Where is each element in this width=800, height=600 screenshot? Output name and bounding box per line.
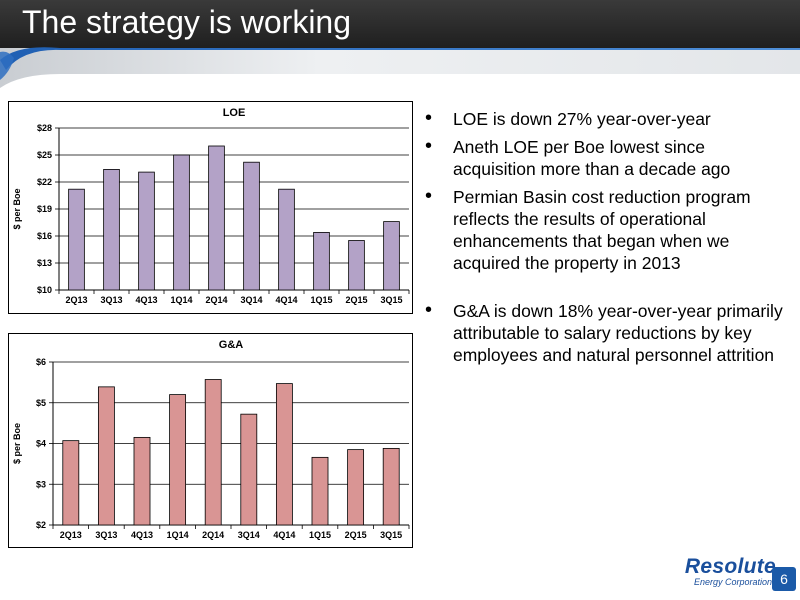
bar-4q14 [278,188,295,291]
company-logo: Resolute Energy Corporation [636,556,776,590]
x-tick-label: 2Q13 [65,295,87,305]
bullet-item: • Aneth LOE per Boe lowest since acquisi… [425,135,790,180]
y-tick-label: $19 [37,204,52,214]
bullet-text: Aneth LOE per Boe lowest since acquisiti… [453,137,731,179]
bar-2q15 [348,240,365,291]
bar-4q13 [138,171,155,291]
x-tick-label: 2Q15 [345,530,367,540]
x-tick-label: 4Q14 [273,530,295,540]
y-tick-label: $3 [36,479,46,489]
bullet-text: LOE is down 27% year-over-year [453,109,711,129]
bar-2q14 [204,379,222,526]
x-tick-label: 3Q14 [240,295,262,305]
slide-title: The strategy is working [22,4,352,40]
y-tick-label: $22 [37,177,52,187]
bar-3q14 [243,161,260,291]
x-tick-label: 4Q13 [131,530,153,540]
y-tick-label: $13 [37,258,52,268]
y-tick-label: $5 [36,398,46,408]
logo-subtitle: Energy Corporation [693,577,772,587]
ga-chart-svg: G&A $2 $3 $4 $5 $6 2Q13 3Q13 4Q13 1Q14 2Q14 3Q14 4Q1… [12,339,410,540]
bar-1q15 [313,231,330,291]
y-tick-label: $10 [37,285,52,295]
y-tick-label: $4 [36,439,46,449]
bar-3q15 [383,221,400,291]
bar-1q14 [169,394,187,526]
x-tick-label: 1Q14 [170,295,192,305]
y-tick-label: $28 [37,123,52,133]
x-tick-label: 2Q15 [345,295,367,305]
x-tick-label: 1Q15 [309,530,331,540]
bar-2q13 [62,440,80,526]
x-tick-label: 4Q13 [135,295,157,305]
bar-3q14 [240,413,258,526]
chart-title: LOE [223,107,246,119]
header-background [0,0,800,88]
bullet-dot: • [425,299,433,321]
bar-4q13 [133,436,151,526]
ga-chart: G&A $2 $3 $4 $5 $6 2Q13 3Q13 4Q13 1Q14 2Q14 3Q14 4Q1… [8,333,413,548]
bar-3q13 [103,169,120,291]
x-tick-label: 3Q13 [100,295,122,305]
bullet-item: • G&A is down 18% year-over-year primari… [425,299,790,366]
loe-chart: LOE $10 $13 $16 $19 $22 $25 $28 2Q13 3Q13 4Q13 1Q14… [8,101,413,314]
bullet-dot: • [425,107,433,129]
logo-wordmark: Resolute [684,555,776,578]
bar-2q13 [68,188,85,291]
loe-chart-svg: LOE $10 $13 $16 $19 $22 $25 $28 2Q13 3Q13 4Q13 1Q14… [12,107,410,305]
bullet-item: • Permian Basin cost reduction program r… [425,185,790,274]
bullet-text: G&A is down 18% year-over-year primarily… [453,301,783,365]
slide-header: The strategy is working [0,0,800,88]
page-number: 6 [772,567,796,591]
bar-2q15 [347,449,365,526]
y-tick-label: $6 [36,357,46,367]
y-axis-title: $ per Boe [12,188,22,229]
bar-3q13 [97,386,115,526]
x-tick-label: 4Q14 [275,295,297,305]
bar-4q14 [275,383,293,526]
y-tick-label: $25 [37,150,52,160]
bullet-item: • LOE is down 27% year-over-year [425,107,790,130]
bar-3q15 [382,447,400,526]
x-tick-label: 2Q14 [205,295,227,305]
chart-title: G&A [219,339,244,351]
bar-1q14 [173,154,190,291]
bar-2q14 [208,145,225,291]
bullet-dot: • [425,185,433,207]
x-tick-label: 2Q13 [60,530,82,540]
x-tick-label: 3Q15 [380,295,402,305]
bullet-list: • LOE is down 27% year-over-year • Aneth… [425,107,790,372]
y-axis-title: $ per Boe [12,423,22,464]
x-tick-label: 3Q14 [238,530,260,540]
x-tick-label: 1Q15 [310,295,332,305]
bullet-dot: • [425,135,433,157]
x-tick-label: 1Q14 [167,530,189,540]
bullet-text: Permian Basin cost reduction program ref… [453,187,751,273]
x-tick-label: 3Q15 [380,530,402,540]
y-tick-label: $2 [36,520,46,530]
x-tick-label: 2Q14 [202,530,224,540]
x-tick-label: 3Q13 [95,530,117,540]
y-tick-label: $16 [37,231,52,241]
bar-1q15 [311,456,329,526]
